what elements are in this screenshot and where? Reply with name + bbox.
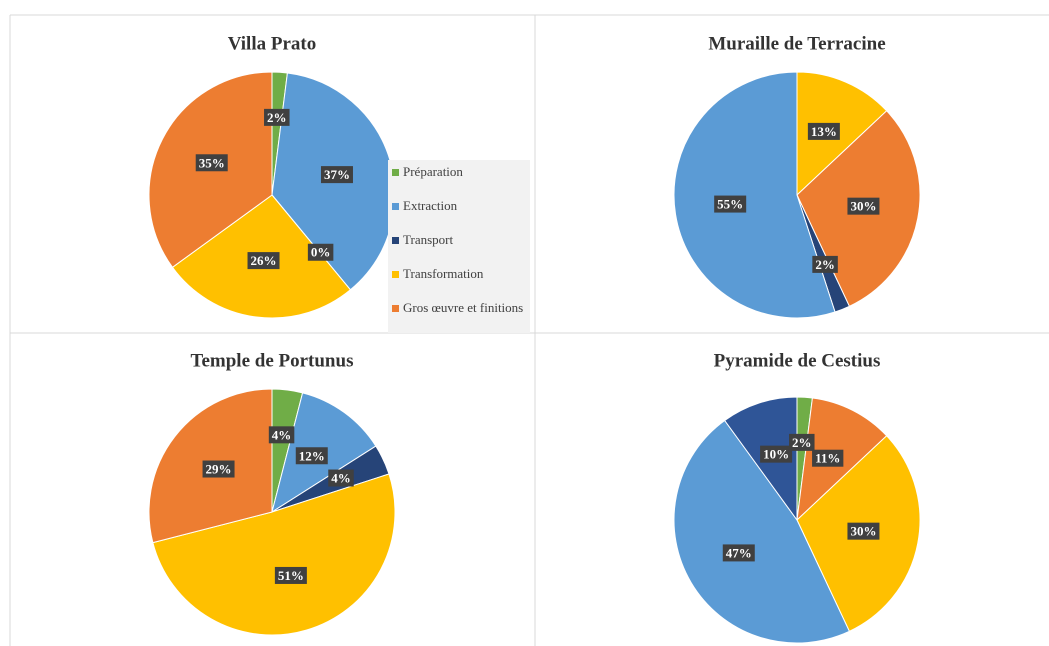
data-label-box xyxy=(789,433,815,451)
data-label: 10% xyxy=(763,447,789,462)
legend-swatch xyxy=(392,169,399,176)
data-label: 11% xyxy=(815,451,840,466)
data-label-box xyxy=(202,460,235,478)
pie-slice xyxy=(673,419,851,644)
data-label-box xyxy=(274,566,307,584)
legend-item: Extraction xyxy=(392,198,526,214)
legend-label: Transformation xyxy=(403,266,484,281)
legend-label: Extraction xyxy=(403,198,458,213)
data-label-box xyxy=(320,166,353,184)
data-label: 4% xyxy=(331,471,351,486)
data-label: 29% xyxy=(206,462,232,477)
data-label: 4% xyxy=(272,427,292,442)
data-label: 2% xyxy=(267,110,287,125)
chart-title: Temple de Portunus xyxy=(191,350,354,371)
legend-swatch xyxy=(392,237,399,244)
data-label-box xyxy=(714,195,747,213)
data-label: 13% xyxy=(811,124,837,139)
data-label: 2% xyxy=(815,257,835,272)
pie-slice xyxy=(796,71,888,197)
data-label-box xyxy=(295,447,328,465)
data-label: 30% xyxy=(850,199,876,214)
data-label-box xyxy=(195,154,228,172)
data-label: 35% xyxy=(199,155,225,170)
legend-swatch xyxy=(392,203,399,210)
data-label-box xyxy=(328,469,354,487)
data-label: 47% xyxy=(726,545,752,560)
chart-title: Pyramide de Cestius xyxy=(714,350,881,371)
legend-item: Transport xyxy=(392,232,526,248)
data-label: 51% xyxy=(278,568,304,583)
chart-title: Muraille de Terracine xyxy=(708,33,885,54)
data-label: 2% xyxy=(792,435,812,450)
legend: Préparation Extraction Transport Transforma… xyxy=(388,160,530,333)
data-label-box xyxy=(722,544,755,562)
data-label: 30% xyxy=(850,524,876,539)
chart-title: Villa Prato xyxy=(228,33,316,54)
legend-swatch xyxy=(392,305,399,312)
data-label-box xyxy=(812,449,844,467)
data-label-box xyxy=(268,426,295,444)
data-label-box xyxy=(307,243,334,261)
legend-item: Gros œuvre et finitions xyxy=(392,300,526,316)
pie-slice xyxy=(673,71,836,319)
data-label-box xyxy=(264,108,290,126)
data-label: 0% xyxy=(311,245,331,260)
data-label: 26% xyxy=(251,253,277,268)
data-label-box xyxy=(847,522,880,540)
legend-label: Préparation xyxy=(403,164,463,179)
data-label: 37% xyxy=(324,167,350,182)
legend-swatch xyxy=(392,271,399,278)
data-label-box xyxy=(247,252,280,270)
legend-item: Préparation xyxy=(392,164,526,180)
pie-slice xyxy=(152,473,396,636)
data-label-box xyxy=(807,122,840,140)
legend-label: Gros œuvre et finitions xyxy=(403,300,524,315)
legend-item: Transformation xyxy=(392,266,526,282)
data-label-box xyxy=(847,197,880,215)
data-label: 12% xyxy=(299,448,325,463)
data-label: 55% xyxy=(717,197,743,212)
data-label-box xyxy=(812,255,838,273)
data-label-box xyxy=(760,445,793,463)
legend-label: Transport xyxy=(403,232,454,247)
